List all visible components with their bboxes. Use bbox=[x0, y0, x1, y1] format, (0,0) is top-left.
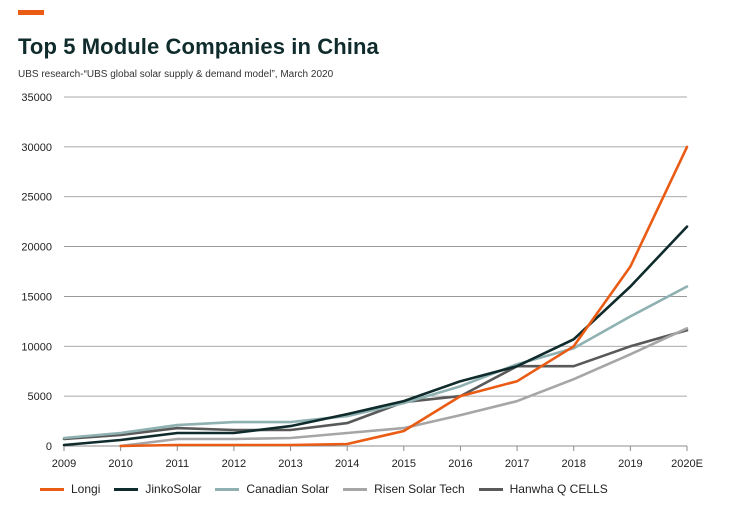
series-line-hanwha-q-cells bbox=[62, 329, 689, 441]
y-tick-label: 10000 bbox=[21, 341, 52, 353]
legend-label: Canadian Solar bbox=[246, 482, 330, 496]
x-tick-label: 2011 bbox=[165, 458, 189, 470]
series-line-canadian-solar bbox=[62, 285, 689, 440]
accent-bar bbox=[18, 10, 44, 15]
y-tick-label: 35000 bbox=[21, 92, 52, 104]
x-tick-label: 2014 bbox=[335, 458, 359, 470]
y-tick-label: 0 bbox=[46, 441, 52, 453]
legend-item-longi: Longi bbox=[40, 482, 100, 496]
series-line-longi bbox=[119, 145, 689, 448]
x-tick-label: 2016 bbox=[448, 458, 472, 470]
legend-label: JinkoSolar bbox=[145, 482, 202, 496]
x-tick-label: 2017 bbox=[505, 458, 529, 470]
chart-legend: Longi JinkoSolar Canadian Solar Risen Solar… bbox=[40, 482, 622, 496]
legend-label: Longi bbox=[71, 482, 101, 496]
chart-subtitle: UBS research-“UBS global solar supply & … bbox=[18, 69, 334, 80]
x-tick-label: 2019 bbox=[618, 458, 642, 470]
legend-item-hanwha-q-cells: Hanwha Q CELLS bbox=[478, 482, 608, 496]
x-tick-label: 2013 bbox=[278, 458, 302, 470]
x-tick-label: 2009 bbox=[52, 458, 76, 470]
legend-label: Hanwha Q CELLS bbox=[509, 482, 608, 496]
legend-swatch bbox=[40, 487, 64, 491]
legend-item-risen-solar-tech: Risen Solar Tech bbox=[343, 482, 465, 496]
x-tick-label: 2018 bbox=[561, 458, 585, 470]
y-tick-label: 20000 bbox=[21, 242, 52, 254]
x-tick-label: 2012 bbox=[222, 458, 246, 470]
x-tick-label: 2010 bbox=[108, 458, 132, 470]
legend-item-jinkosolar: JinkoSolar bbox=[114, 482, 201, 496]
x-tick-label: 2015 bbox=[392, 458, 416, 470]
legend-swatch bbox=[114, 487, 139, 491]
x-tick-label: 2020E bbox=[671, 458, 703, 470]
series-line-jinkosolar bbox=[62, 225, 689, 447]
y-tick-label: 5000 bbox=[28, 391, 52, 403]
legend-swatch bbox=[343, 487, 368, 491]
legend-swatch bbox=[478, 487, 503, 491]
y-tick-label: 30000 bbox=[21, 142, 52, 154]
legend-label: Risen Solar Tech bbox=[374, 482, 465, 496]
series-line-risen-solar-tech bbox=[119, 327, 689, 448]
y-tick-label: 25000 bbox=[21, 192, 52, 204]
chart-title: Top 5 Module Companies in China bbox=[18, 34, 379, 59]
legend-swatch bbox=[215, 487, 240, 491]
y-tick-label: 15000 bbox=[21, 291, 52, 303]
legend-item-canadian-solar: Canadian Solar bbox=[215, 482, 329, 496]
